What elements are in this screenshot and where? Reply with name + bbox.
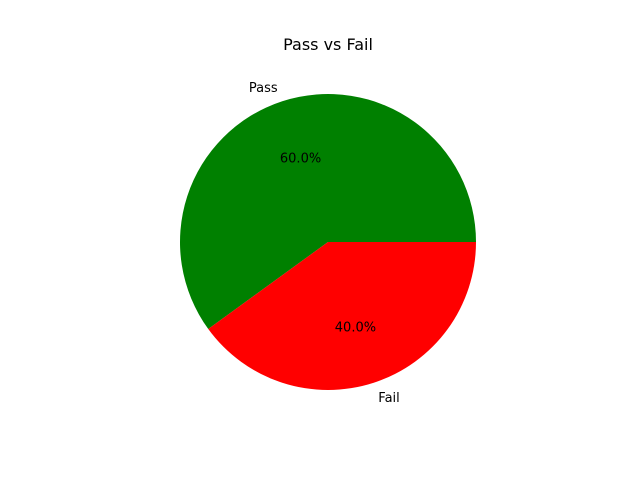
slice-percent-fail: 40.0%: [335, 320, 376, 335]
pie-slice-pass: [180, 94, 477, 329]
pie-slice-fail: [208, 242, 476, 390]
slice-percent-pass: 60.0%: [280, 152, 321, 167]
slice-label-fail: Fail: [378, 391, 399, 406]
slice-label-pass: Pass: [249, 81, 278, 96]
pie-labels: Pass 60.0% Fail 40.0%: [249, 81, 400, 406]
pie-slices: [180, 94, 477, 390]
chart-title: Pass vs Fail: [283, 35, 373, 54]
